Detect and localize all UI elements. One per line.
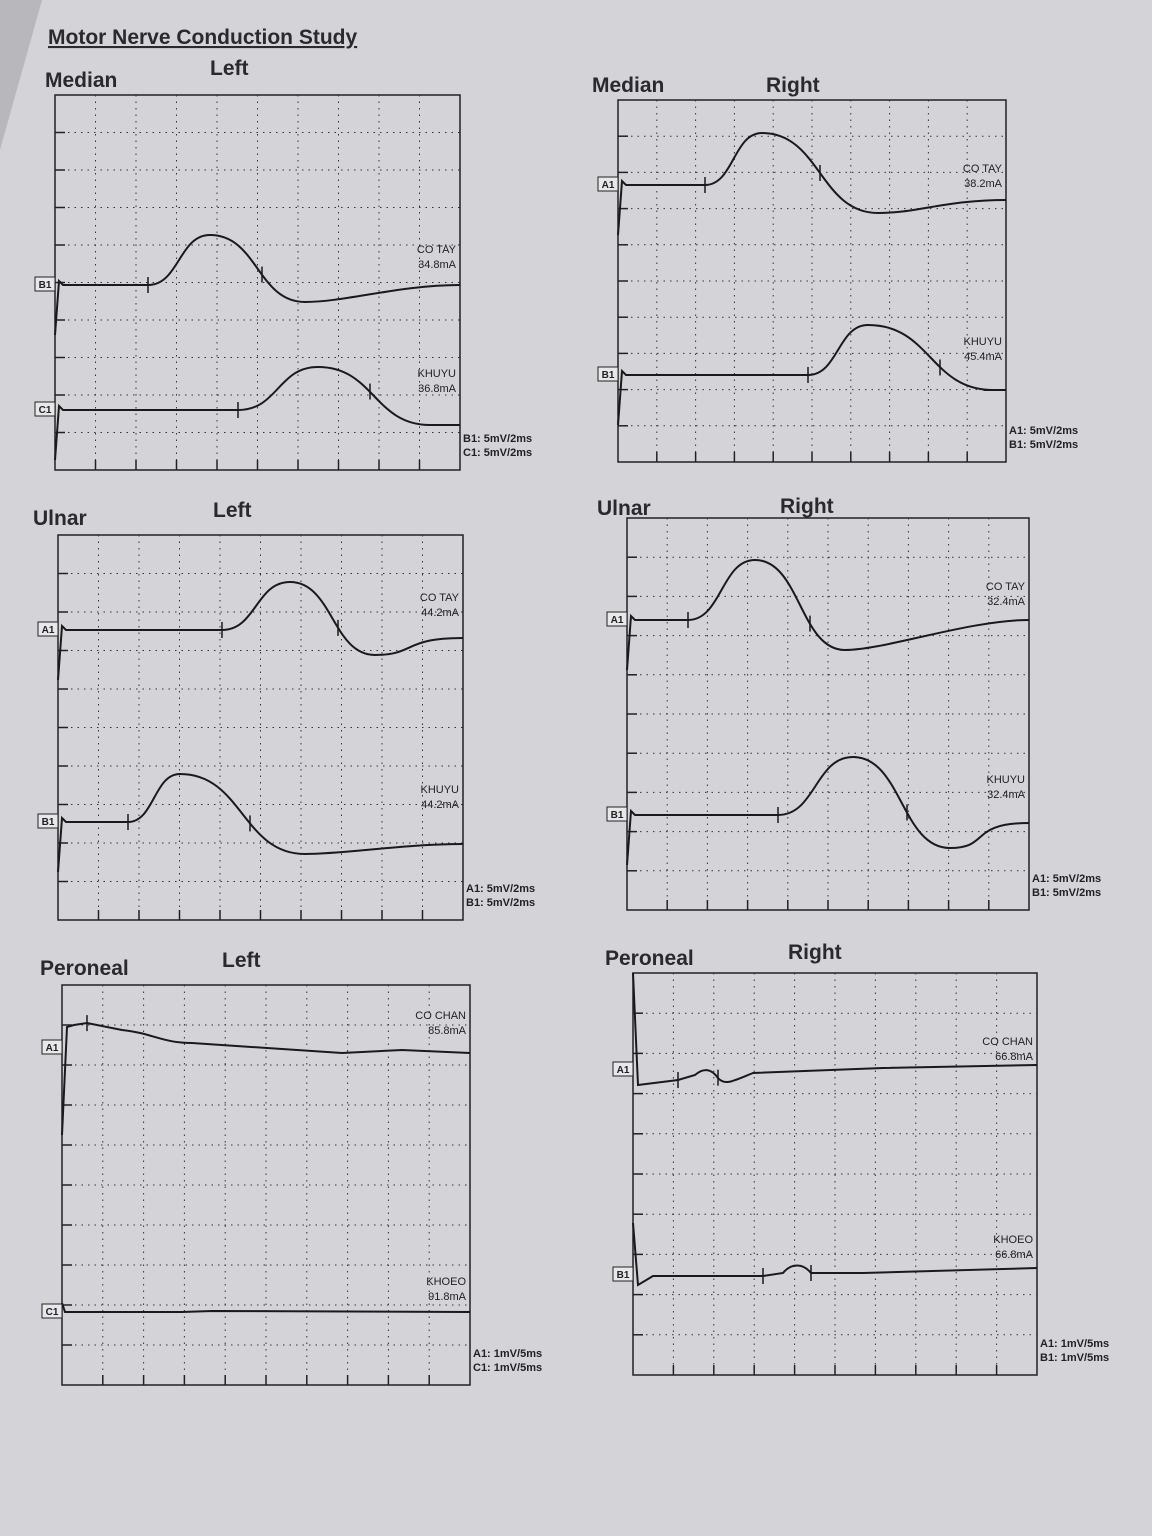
nerve-label: Median: [592, 74, 664, 97]
waveform: [617, 131, 1007, 236]
site-label: CO TAY: [986, 581, 1026, 593]
nerve-label: Ulnar: [597, 497, 651, 520]
current-label: 44.2mA: [421, 799, 460, 811]
channel-box: [612, 1061, 634, 1077]
channel-label: A1: [602, 180, 615, 191]
scale-label: B1: 5mV/2ms: [463, 433, 532, 445]
channel-label: B1: [611, 810, 624, 821]
panel: Ulnar Left A1 CO TAY 44.2mA B1 KHUYU 44.2mA A1: …: [33, 499, 535, 921]
waveform: [57, 772, 464, 873]
side-label: Left: [213, 499, 252, 522]
channel-label: C1: [46, 1307, 59, 1318]
channel-label: A1: [611, 615, 624, 626]
site-label: KHUYU: [417, 368, 456, 380]
scale-label: B1: 5mV/2ms: [1009, 439, 1078, 451]
current-label: 66.8mA: [995, 1249, 1034, 1261]
site-label: CO TAY: [420, 592, 460, 604]
scale-label: B1: 5mV/2ms: [1032, 887, 1101, 899]
panel: Peroneal Left A1 CO CHAN 85.8mA C1 KHOEO 91.8mA…: [40, 949, 542, 1386]
channel-box: [37, 813, 59, 829]
site-label: KHUYU: [420, 784, 459, 796]
site-label: KHUYU: [963, 336, 1002, 348]
channel-box: [597, 366, 619, 382]
site-label: KHOEO: [426, 1276, 466, 1288]
current-label: 66.8mA: [995, 1051, 1034, 1063]
waveform: [617, 323, 1006, 426]
nerve-label: Ulnar: [33, 507, 87, 530]
side-label: Right: [766, 74, 820, 97]
side-label: Left: [210, 57, 249, 80]
waveform: [626, 755, 1030, 866]
current-label: 45.4mA: [964, 351, 1003, 363]
scale-label: A1: 1mV/5ms: [473, 1348, 542, 1360]
channel-label: B1: [617, 1270, 630, 1281]
channel-box: [606, 806, 628, 822]
scale-label: A1: 5mV/2ms: [1009, 425, 1078, 437]
current-label: 85.8mA: [428, 1025, 467, 1037]
channel-label: B1: [39, 280, 52, 291]
panel: Median Right A1 CO TAY 38.2mA B1 KHUYU 45.4mA A1…: [592, 74, 1078, 463]
channel-label: A1: [46, 1043, 59, 1054]
site-label: KHUYU: [986, 774, 1025, 786]
channel-box: [597, 176, 619, 192]
channel-label: B1: [42, 817, 55, 828]
channel-box: [612, 1266, 634, 1282]
site-label: CO TAY: [963, 163, 1003, 175]
current-label: 34.8mA: [418, 259, 457, 271]
current-label: 36.8mA: [418, 383, 457, 395]
site-label: CO CHAN: [982, 1036, 1033, 1048]
nerve-label: Peroneal: [605, 947, 694, 970]
waveform: [61, 1302, 471, 1313]
side-label: Right: [780, 495, 834, 518]
channel-box: [606, 611, 628, 627]
page-edge: [0, 0, 42, 150]
current-label: 91.8mA: [428, 1291, 467, 1303]
panel: Ulnar Right A1 CO TAY 32.4mA B1 KHUYU 32.4mA A1:…: [597, 495, 1101, 911]
scale-label: C1: 5mV/2ms: [463, 447, 532, 459]
channel-label: A1: [42, 625, 55, 636]
current-label: 32.4mA: [987, 596, 1026, 608]
scale-label: A1: 5mV/2ms: [1032, 873, 1101, 885]
scale-label: A1: 1mV/5ms: [1040, 1338, 1109, 1350]
channel-box: [41, 1303, 63, 1319]
channel-box: [41, 1039, 63, 1055]
site-label: CO TAY: [417, 244, 457, 256]
scale-label: B1: 5mV/2ms: [466, 897, 535, 909]
nerve-label: Median: [45, 69, 117, 92]
panel: Median Left B1 CO TAY 34.8mA C1 KHUYU 36.8mA B1:…: [34, 57, 532, 471]
channel-box: [34, 401, 56, 417]
channel-box: [37, 621, 59, 637]
doc-title: Motor Nerve Conduction Study: [48, 26, 357, 49]
scale-label: B1: 1mV/5ms: [1040, 1352, 1109, 1364]
current-label: 38.2mA: [964, 178, 1003, 190]
waveform: [54, 233, 461, 336]
channel-label: C1: [39, 405, 52, 416]
nerve-label: Peroneal: [40, 957, 129, 980]
channel-label: B1: [602, 370, 615, 381]
current-label: 32.4mA: [987, 789, 1026, 801]
channel-box: [34, 276, 56, 292]
scale-label: A1: 5mV/2ms: [466, 883, 535, 895]
waveform: [57, 580, 464, 681]
channel-label: A1: [617, 1065, 630, 1076]
waveform: [626, 558, 1030, 671]
site-label: KHOEO: [993, 1234, 1033, 1246]
panel: Peroneal Right A1 CO CHAN 66.8mA B1 KHOEO 66.8m…: [605, 941, 1109, 1376]
scale-label: C1: 1mV/5ms: [473, 1362, 542, 1374]
waveform: [54, 365, 460, 461]
side-label: Left: [222, 949, 261, 972]
side-label: Right: [788, 941, 842, 964]
site-label: CO CHAN: [415, 1010, 466, 1022]
current-label: 44.2mA: [421, 607, 460, 619]
